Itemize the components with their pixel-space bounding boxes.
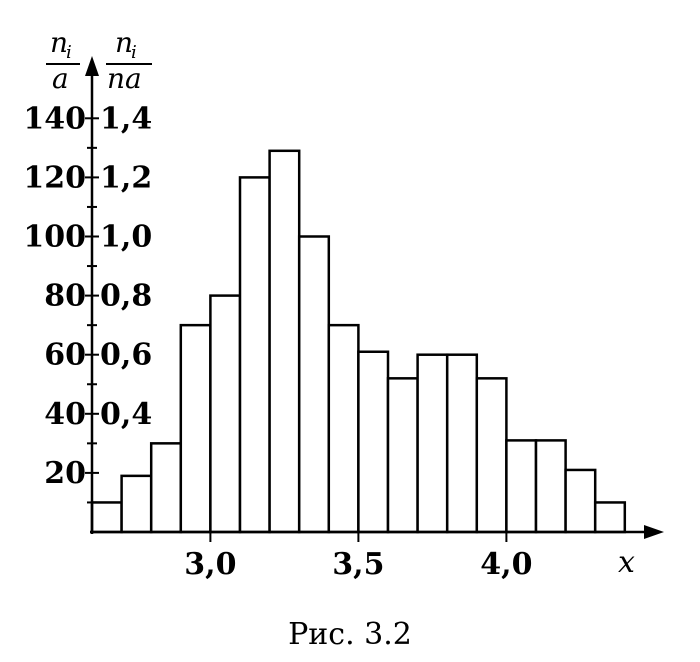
histogram-bar bbox=[120, 474, 153, 534]
x-tick-label: 3,0 bbox=[184, 547, 236, 582]
histogram-bar bbox=[416, 353, 449, 534]
histogram-bar bbox=[475, 377, 508, 534]
y-tick-label-left: 80 bbox=[44, 279, 86, 314]
histogram-bar bbox=[297, 235, 331, 534]
histogram-bar bbox=[149, 442, 183, 534]
histogram-bar bbox=[209, 294, 242, 534]
y-ticks: 20 40 60 80 100 120 140 0,4 0,6 0,8 1,0 1,2 1,4 bbox=[23, 101, 152, 504]
y-label-left-denominator: a bbox=[52, 62, 69, 95]
x-axis-arrow bbox=[644, 525, 664, 539]
y-tick-label-right: 1,4 bbox=[100, 101, 152, 136]
y-tick-label-right: 1,0 bbox=[100, 220, 152, 255]
histogram-bar bbox=[327, 323, 360, 534]
histogram-bar bbox=[90, 501, 123, 534]
y-tick-label-left: 140 bbox=[23, 101, 86, 136]
histogram-bar bbox=[386, 377, 419, 534]
histogram-bar bbox=[268, 149, 301, 534]
y-tick-label-right: 0,6 bbox=[100, 338, 152, 373]
y-tick-label-left: 60 bbox=[44, 338, 86, 373]
histogram-bar bbox=[534, 439, 567, 534]
histogram-bar bbox=[179, 323, 212, 534]
histogram-bar bbox=[593, 501, 627, 534]
y-label-left-subscript: i bbox=[66, 42, 72, 63]
y-label-left-numerator: n bbox=[50, 26, 68, 59]
y-tick-label-left: 20 bbox=[44, 456, 86, 491]
x-tick-label: 4,0 bbox=[480, 547, 532, 582]
histogram-bar bbox=[238, 176, 271, 534]
histogram-bars bbox=[90, 149, 627, 534]
histogram-bar bbox=[445, 353, 479, 534]
x-ticks: 3,0 3,5 4,0 bbox=[184, 532, 533, 582]
y-axis-label-right: n i na bbox=[106, 26, 152, 95]
x-tick-label: 3,5 bbox=[332, 547, 384, 582]
y-label-right-numerator: n bbox=[115, 26, 133, 59]
histogram-bar bbox=[505, 439, 538, 534]
histogram-bar bbox=[564, 468, 597, 534]
y-tick-label-left: 120 bbox=[23, 160, 86, 195]
y-tick-label-left: 40 bbox=[44, 397, 86, 432]
y-axis-label-left: n i a bbox=[46, 26, 80, 95]
y-tick-label-right: 0,4 bbox=[100, 397, 152, 432]
y-axis-arrow bbox=[85, 56, 99, 76]
y-tick-label-right: 0,8 bbox=[100, 279, 152, 314]
x-axis-label: x bbox=[618, 545, 635, 580]
y-tick-label-right: 1,2 bbox=[100, 160, 152, 195]
y-label-right-subscript: i bbox=[131, 42, 137, 63]
histogram-bar bbox=[357, 350, 390, 534]
y-tick-label-left: 100 bbox=[23, 220, 86, 255]
figure-caption: Рис. 3.2 bbox=[288, 617, 412, 652]
y-label-right-denominator: na bbox=[107, 62, 142, 95]
